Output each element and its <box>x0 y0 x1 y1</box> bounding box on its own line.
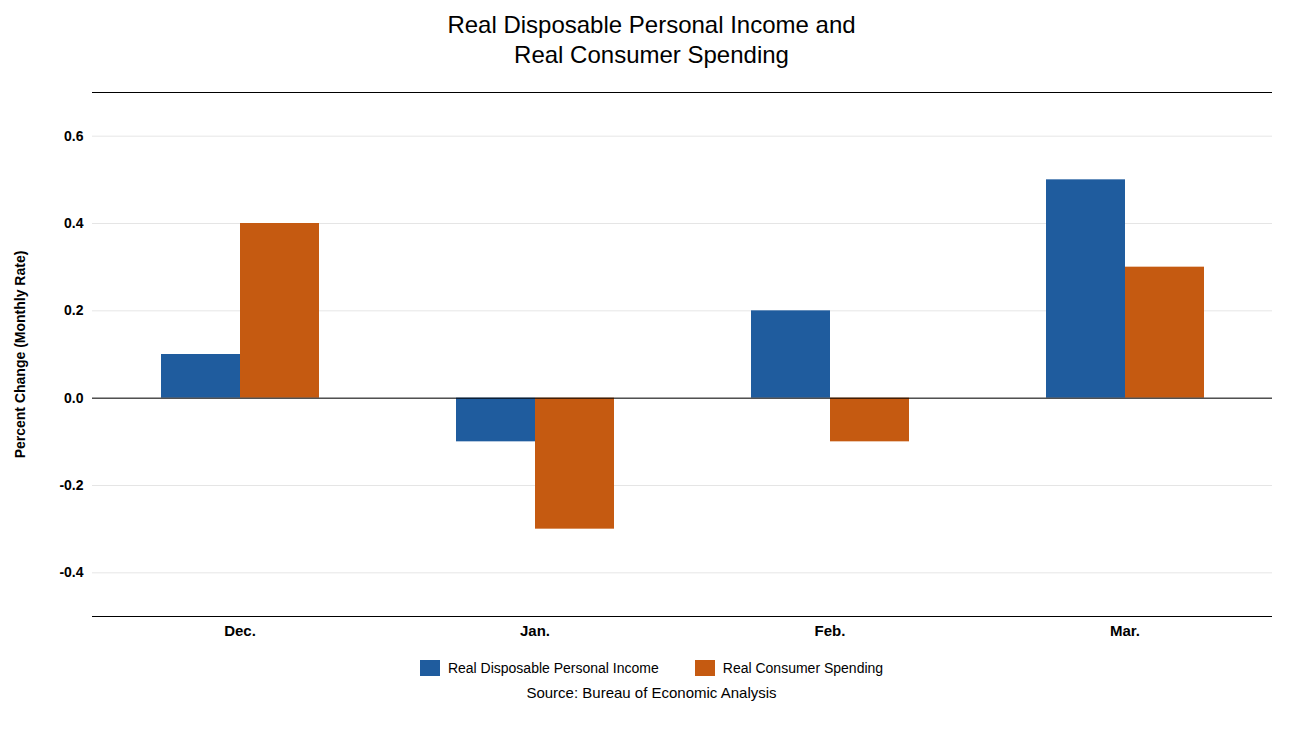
svg-text:0.2: 0.2 <box>64 302 84 318</box>
svg-text:0.4: 0.4 <box>64 215 84 231</box>
svg-text:Percent Change (Monthly Rate): Percent Change (Monthly Rate) <box>12 251 28 459</box>
svg-text:Feb.: Feb. <box>814 622 845 639</box>
svg-text:Mar.: Mar. <box>1109 622 1139 639</box>
svg-text:Jan.: Jan. <box>519 622 549 639</box>
html-text:Real Disposable Personal Incom: Real Disposable Personal Income <box>447 660 659 676</box>
html-text:Source: Bureau of Economic Ana: Source: Bureau of Economic Analysis <box>526 684 777 701</box>
svg-text:Dec.: Dec. <box>224 622 256 639</box>
svg-text:-0.2: -0.2 <box>59 477 83 493</box>
svg-text:-0.4: -0.4 <box>59 564 83 580</box>
svg-text:0.0: 0.0 <box>64 390 84 406</box>
html-text:Real Consumer Spending: Real Consumer Spending <box>722 660 884 676</box>
svg-text:0.6: 0.6 <box>64 128 84 144</box>
html-text:Real Disposable Personal Incom: Real Disposable Personal Income and Real… <box>447 11 856 68</box>
